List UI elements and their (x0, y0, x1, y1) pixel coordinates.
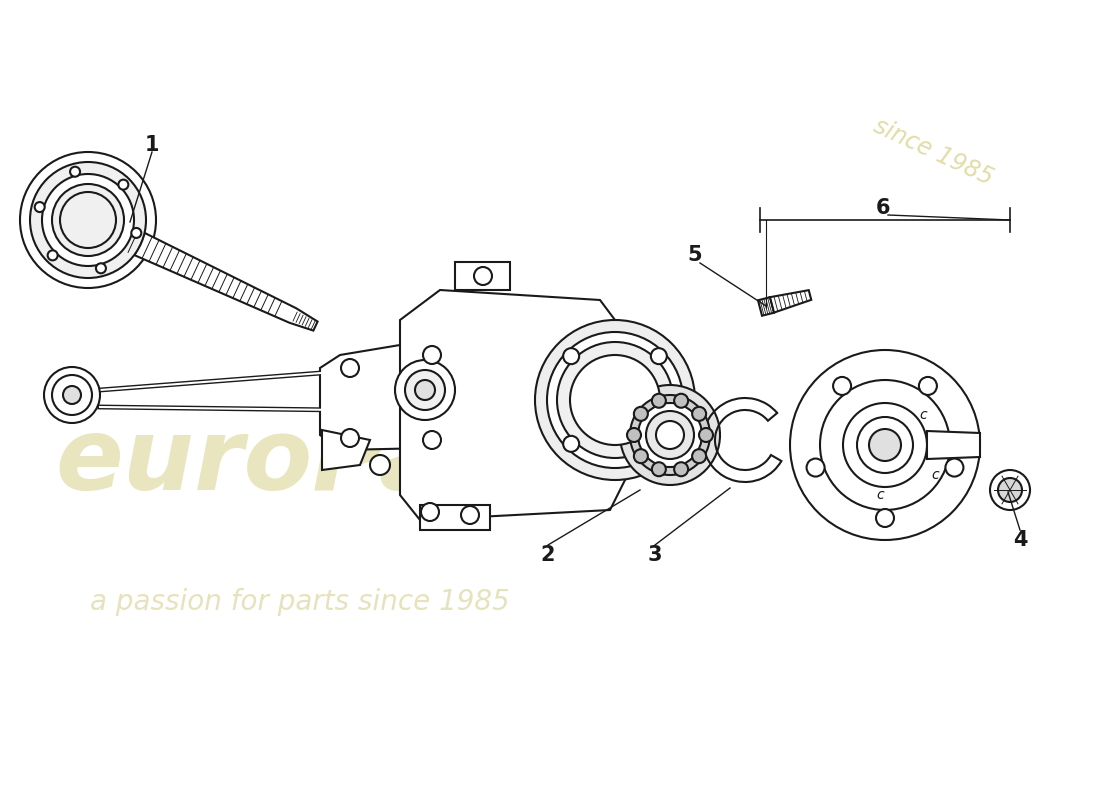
Circle shape (698, 428, 713, 442)
Circle shape (63, 386, 81, 404)
Circle shape (692, 449, 706, 463)
Circle shape (405, 370, 446, 410)
Circle shape (876, 509, 894, 527)
Circle shape (424, 431, 441, 449)
Text: 2: 2 (541, 545, 556, 565)
Text: 3: 3 (648, 545, 662, 565)
Polygon shape (420, 505, 490, 530)
Text: 5: 5 (688, 245, 702, 265)
Circle shape (990, 470, 1030, 510)
Circle shape (557, 342, 673, 458)
Circle shape (563, 436, 580, 452)
Text: c: c (932, 468, 938, 482)
Circle shape (52, 184, 124, 256)
Circle shape (415, 380, 434, 400)
Circle shape (634, 449, 648, 463)
Text: 1: 1 (145, 135, 160, 155)
Circle shape (651, 436, 667, 452)
Circle shape (42, 174, 134, 266)
Circle shape (421, 503, 439, 521)
Circle shape (44, 367, 100, 423)
Text: 4: 4 (1013, 530, 1027, 550)
Circle shape (627, 428, 641, 442)
Circle shape (843, 403, 927, 487)
Circle shape (341, 359, 359, 377)
Circle shape (651, 348, 667, 364)
Circle shape (652, 462, 666, 476)
Circle shape (461, 506, 478, 524)
Circle shape (998, 478, 1022, 502)
Circle shape (674, 462, 689, 476)
Circle shape (547, 332, 683, 468)
Circle shape (30, 162, 146, 278)
Circle shape (630, 395, 710, 475)
Circle shape (857, 417, 913, 473)
Circle shape (806, 458, 825, 477)
Text: euroPares: euroPares (55, 414, 624, 511)
Circle shape (656, 421, 684, 449)
Polygon shape (400, 290, 630, 520)
Text: c: c (877, 488, 883, 502)
Circle shape (692, 407, 706, 421)
Circle shape (570, 355, 660, 445)
Circle shape (535, 320, 695, 480)
Circle shape (945, 458, 964, 477)
Circle shape (131, 228, 141, 238)
Polygon shape (927, 431, 980, 459)
Circle shape (370, 455, 390, 475)
Circle shape (674, 394, 689, 408)
Circle shape (119, 180, 129, 190)
Circle shape (62, 194, 114, 246)
Circle shape (634, 407, 648, 421)
Polygon shape (320, 340, 446, 450)
Text: c: c (920, 408, 927, 422)
Text: a passion for parts since 1985: a passion for parts since 1985 (90, 588, 509, 616)
Circle shape (96, 263, 106, 274)
Circle shape (395, 360, 455, 420)
Circle shape (52, 375, 92, 415)
Circle shape (638, 403, 702, 467)
Circle shape (474, 267, 492, 285)
Circle shape (424, 346, 441, 364)
Polygon shape (106, 219, 318, 330)
Circle shape (790, 350, 980, 540)
Text: 6: 6 (876, 198, 890, 218)
Circle shape (563, 348, 580, 364)
Circle shape (341, 429, 359, 447)
Polygon shape (455, 262, 510, 290)
Circle shape (652, 394, 666, 408)
Circle shape (70, 166, 80, 177)
Polygon shape (322, 430, 370, 470)
Circle shape (47, 250, 57, 260)
Circle shape (918, 377, 937, 395)
Circle shape (68, 200, 108, 240)
Polygon shape (758, 298, 774, 316)
Circle shape (620, 385, 721, 485)
Circle shape (72, 204, 104, 236)
Circle shape (833, 377, 851, 395)
Circle shape (869, 429, 901, 461)
Circle shape (20, 152, 156, 288)
Circle shape (820, 380, 950, 510)
Circle shape (60, 192, 116, 248)
Circle shape (646, 411, 694, 459)
Text: since 1985: since 1985 (870, 114, 997, 190)
Polygon shape (770, 290, 812, 313)
Circle shape (35, 202, 45, 212)
